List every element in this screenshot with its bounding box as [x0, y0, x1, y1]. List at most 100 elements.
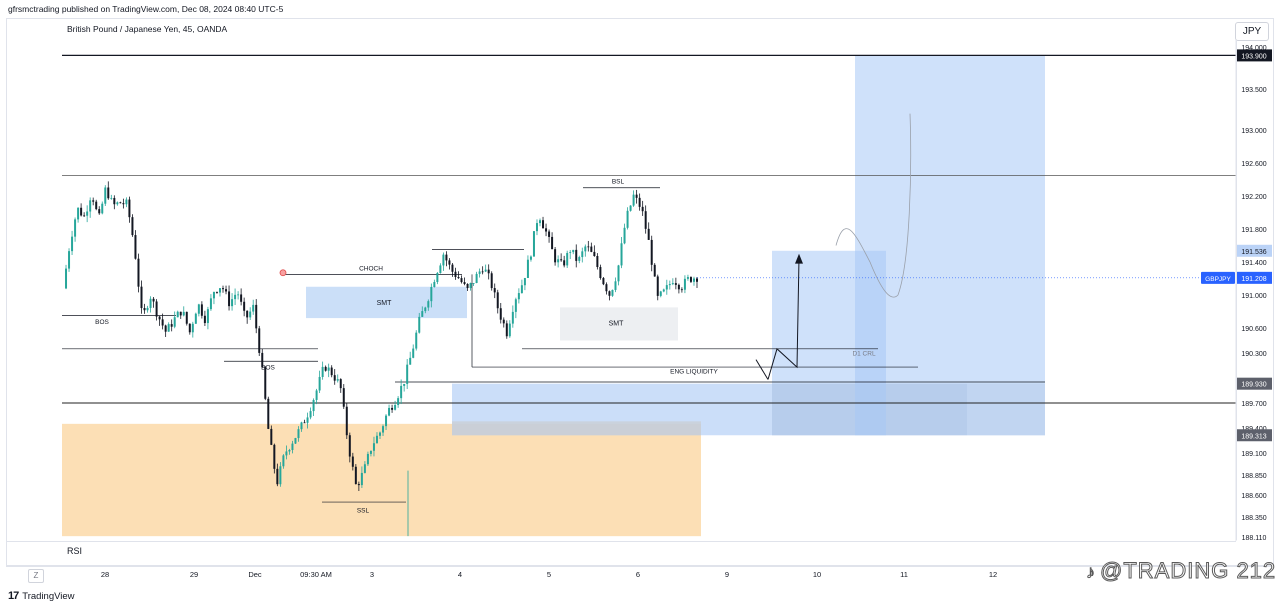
- candle-body: [665, 285, 668, 290]
- price-axis[interactable]: [1236, 40, 1275, 540]
- price-tick-label: 188.350: [1241, 515, 1266, 522]
- time-tick-label: 5: [547, 570, 551, 579]
- price-tick-label: 191.800: [1241, 227, 1266, 234]
- candle-body: [692, 278, 695, 282]
- candle-body: [267, 398, 270, 429]
- price-tick-label: 191.000: [1241, 293, 1266, 300]
- candle-body: [469, 283, 472, 289]
- candle-body: [671, 283, 674, 285]
- candle-body: [590, 246, 593, 252]
- candle-body: [345, 406, 348, 436]
- time-tick-label: 10: [813, 570, 821, 579]
- candle-body: [626, 210, 629, 228]
- candle-body: [689, 277, 692, 282]
- zoom-reset-button[interactable]: Z: [28, 569, 44, 583]
- candle-body: [188, 323, 191, 333]
- candle-body: [620, 243, 623, 266]
- candle-body: [342, 388, 345, 407]
- candle-body: [309, 411, 312, 418]
- candle-body: [593, 251, 596, 257]
- candle-body: [351, 456, 354, 467]
- candle-body: [496, 292, 499, 309]
- candle-body: [551, 236, 554, 250]
- candle-body: [409, 357, 412, 365]
- candle-body: [662, 289, 665, 292]
- candle-body: [200, 304, 203, 316]
- candle-body: [179, 311, 182, 316]
- candle-body: [122, 203, 125, 205]
- tradingview-logo[interactable]: 17 TradingView: [8, 590, 75, 602]
- overlap-zone-gray: [452, 421, 701, 436]
- projection-leg-0: [755, 359, 769, 380]
- candle-body: [415, 332, 418, 349]
- candle-body: [306, 417, 309, 423]
- candle-body: [357, 484, 360, 486]
- candle-body: [333, 375, 336, 381]
- candle-body: [584, 246, 587, 252]
- candle-body: [379, 432, 381, 436]
- price-tick-label: 188.850: [1241, 473, 1266, 480]
- candle-body: [499, 308, 502, 320]
- candle-body: [560, 259, 563, 261]
- candle-body: [182, 311, 185, 316]
- candle-body: [98, 209, 101, 214]
- candle-body: [430, 287, 433, 302]
- candle-body: [113, 197, 116, 205]
- candle-body: [385, 415, 388, 427]
- candle-body: [475, 273, 478, 283]
- candle-body: [164, 325, 167, 332]
- candle-body: [484, 269, 487, 272]
- time-tick-label: 9: [725, 570, 729, 579]
- projection-path: [767, 257, 800, 380]
- badge-stop-bg: [1237, 429, 1272, 442]
- candle-body: [170, 324, 173, 327]
- candle-body: [614, 281, 617, 290]
- currency-badge[interactable]: JPY: [1235, 22, 1269, 41]
- candle-body: [520, 285, 523, 294]
- candle-body: [463, 282, 466, 284]
- candle-body: [442, 254, 445, 266]
- candle-body: [478, 271, 481, 274]
- candle-body: [68, 251, 71, 269]
- time-tick-label: 29: [190, 570, 198, 579]
- candle-body: [578, 257, 581, 261]
- time-axis[interactable]: [6, 566, 1274, 584]
- time-tick-label: Dec: [248, 570, 262, 579]
- candle-body: [152, 298, 155, 302]
- candle-body: [206, 309, 209, 324]
- final-target-box: [855, 55, 1045, 436]
- candle-body: [149, 298, 152, 308]
- candle-body: [517, 293, 520, 300]
- candle-body: [249, 311, 252, 318]
- candle-body: [354, 466, 357, 485]
- tradingview-logo-text: TradingView: [22, 590, 75, 602]
- candle-body: [680, 289, 683, 291]
- projection-curve: [835, 113, 912, 298]
- candle-body: [493, 288, 496, 293]
- badge-stop: 189.313: [1241, 433, 1266, 440]
- candle-body: [451, 264, 454, 272]
- candle-body: [225, 289, 228, 292]
- time-tick-label: 11: [900, 570, 908, 579]
- choch-marker: [279, 269, 287, 277]
- time-tick-label: 09:30 AM: [300, 570, 332, 579]
- candle-body: [508, 323, 511, 337]
- candle-body: [587, 246, 590, 248]
- tradingview-logo-icon: 17: [8, 590, 19, 602]
- candle-body: [212, 291, 215, 299]
- candle-body: [255, 304, 258, 329]
- candle-body: [176, 311, 179, 318]
- candle-body: [294, 438, 297, 444]
- candle-body: [366, 453, 369, 465]
- candle-body: [146, 307, 149, 311]
- candle-body: [433, 281, 436, 288]
- candle-body: [104, 187, 107, 204]
- candle-body: [228, 291, 231, 307]
- symbol-title[interactable]: British Pound / Japanese Yen, 45, OANDA: [67, 24, 228, 34]
- candle-body: [197, 304, 200, 314]
- rsi-label[interactable]: RSI: [67, 546, 83, 556]
- candle-body: [400, 385, 403, 399]
- demand-zone-orange: [62, 423, 701, 537]
- candle-body: [273, 444, 276, 469]
